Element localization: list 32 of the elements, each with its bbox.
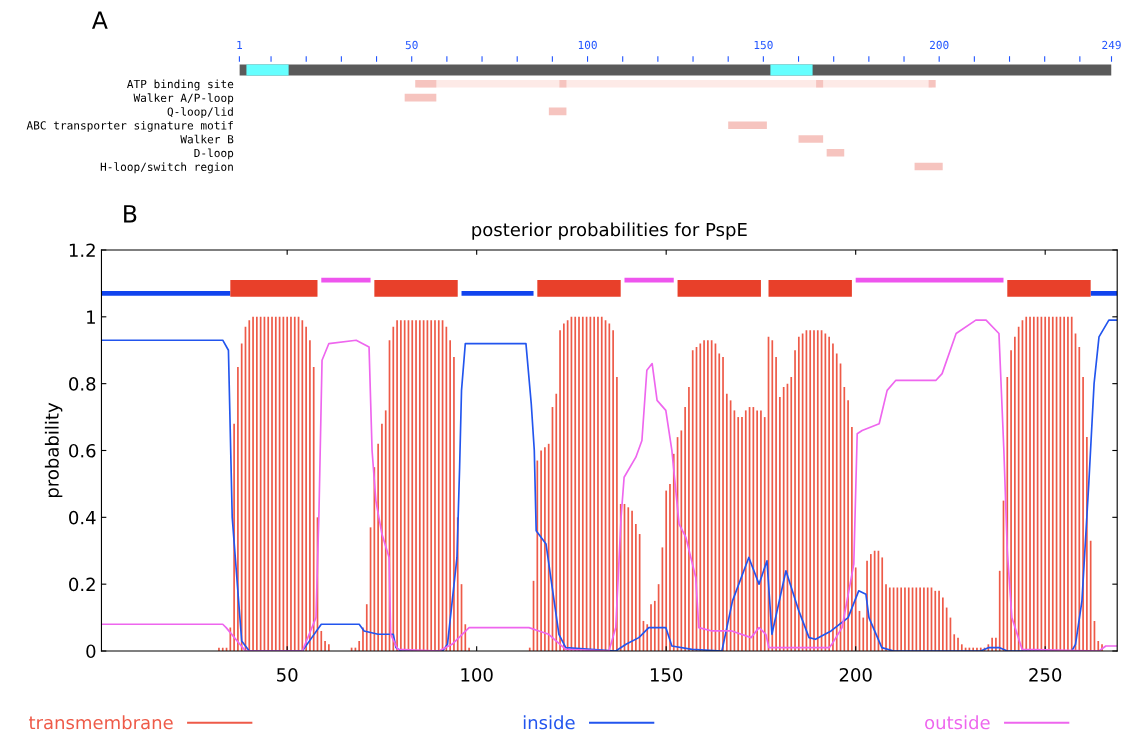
y-tick-label: ATP binding site bbox=[127, 79, 234, 91]
chart-title: posterior probabilities for PspE bbox=[472, 222, 747, 240]
y-tick-label: Walker A/P-loop bbox=[133, 93, 234, 105]
y-tick-label: H-loop/switch region bbox=[100, 162, 233, 174]
legend-label: transmembrane bbox=[28, 715, 173, 730]
legend-label: inside bbox=[523, 715, 575, 730]
y-tick-label: D-loop bbox=[194, 148, 234, 160]
x-tick-label: 50 bbox=[277, 667, 298, 682]
y-tick-label: Q-loop/lid bbox=[167, 107, 233, 118]
y-tick-label: 0.6 bbox=[69, 443, 96, 458]
y-tick-label: 1 bbox=[87, 310, 95, 324]
text: A bbox=[91, 11, 108, 29]
x-tick-label: 1 bbox=[237, 40, 242, 50]
y-tick-label: 1.2 bbox=[69, 243, 95, 257]
x-tick-label: 100 bbox=[461, 667, 493, 682]
x-tick-label: 249 bbox=[1102, 40, 1121, 50]
y-tick-label: 0 bbox=[86, 644, 96, 659]
y-tick-label: Walker B bbox=[180, 134, 234, 144]
text: B bbox=[124, 205, 137, 223]
x-tick-label: 200 bbox=[839, 667, 872, 682]
x-tick-label: 200 bbox=[929, 40, 949, 50]
x-tick-label: 50 bbox=[405, 40, 418, 50]
x-tick-label: 150 bbox=[754, 40, 773, 50]
y-tick-label: 0.8 bbox=[69, 377, 96, 391]
y-tick-label: 0.4 bbox=[69, 510, 96, 525]
x-tick-label: 250 bbox=[1029, 667, 1062, 682]
x-tick-label: 100 bbox=[578, 40, 597, 50]
legend-label: outside bbox=[925, 715, 990, 730]
y-tick-label: 0.2 bbox=[69, 577, 95, 592]
y-tick-label: ABC transporter signature motif bbox=[26, 120, 233, 132]
x-tick-label: 150 bbox=[650, 667, 683, 682]
y-axis-title: probability bbox=[44, 402, 63, 498]
